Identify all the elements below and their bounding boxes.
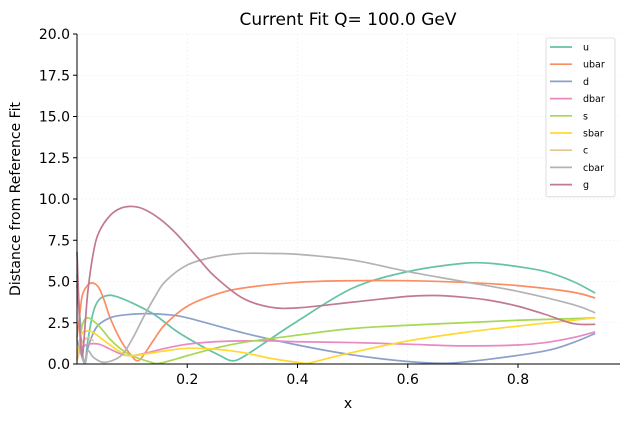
- series-line-dbar: [76, 330, 596, 358]
- series-line-ubar: [76, 279, 596, 362]
- series-line-g: [76, 205, 596, 358]
- series-layer: [76, 205, 596, 365]
- series-line-sbar: [76, 316, 596, 365]
- series-line-c: [76, 336, 95, 361]
- legend-label-ubar: ubar: [583, 60, 605, 71]
- legend-label-u: u: [583, 43, 589, 54]
- legend-label-s: s: [583, 111, 588, 122]
- legend-label-d: d: [583, 77, 589, 88]
- legend-label-cbar: cbar: [583, 163, 604, 174]
- y-tick-label: 20.0: [39, 27, 70, 43]
- x-tick-label: 0.2: [176, 372, 198, 388]
- y-tick-label: 12.5: [39, 151, 70, 167]
- axes: 0.2 0.4 0.6 0.8 0.0 2.5 5.0 7.5 10.0 12.5 15.0 17.5…: [39, 27, 620, 388]
- x-tick-label: 0.4: [286, 372, 308, 388]
- chart-title: Current Fit Q= 100.0 GeV: [240, 10, 457, 30]
- series-line-cbar: [76, 252, 596, 365]
- x-tick-label: 0.8: [507, 372, 529, 388]
- y-tick-label: 7.5: [48, 233, 70, 249]
- y-tick-label: 2.5: [48, 316, 70, 332]
- legend-label-sbar: sbar: [583, 129, 604, 140]
- y-tick-label: 5.0: [48, 275, 70, 291]
- legend-frame: [545, 37, 616, 198]
- x-axis-label: x: [344, 396, 352, 412]
- y-tick-label: 15.0: [39, 110, 70, 126]
- series-line-u: [76, 261, 596, 363]
- y-tick-label: 17.5: [39, 68, 70, 84]
- y-tick-label: 10.0: [39, 192, 70, 208]
- series-line-s: [76, 316, 596, 365]
- legend-label-g: g: [583, 180, 589, 191]
- y-tick-label: 0.0: [48, 357, 70, 373]
- legend-label-c: c: [583, 146, 588, 157]
- legend: u ubar d dbar s sbar c cbar g: [545, 37, 616, 198]
- x-tick-label: 0.6: [397, 372, 419, 388]
- legend-label-dbar: dbar: [583, 94, 605, 105]
- y-axis-label: Distance from Reference Fit: [8, 101, 24, 296]
